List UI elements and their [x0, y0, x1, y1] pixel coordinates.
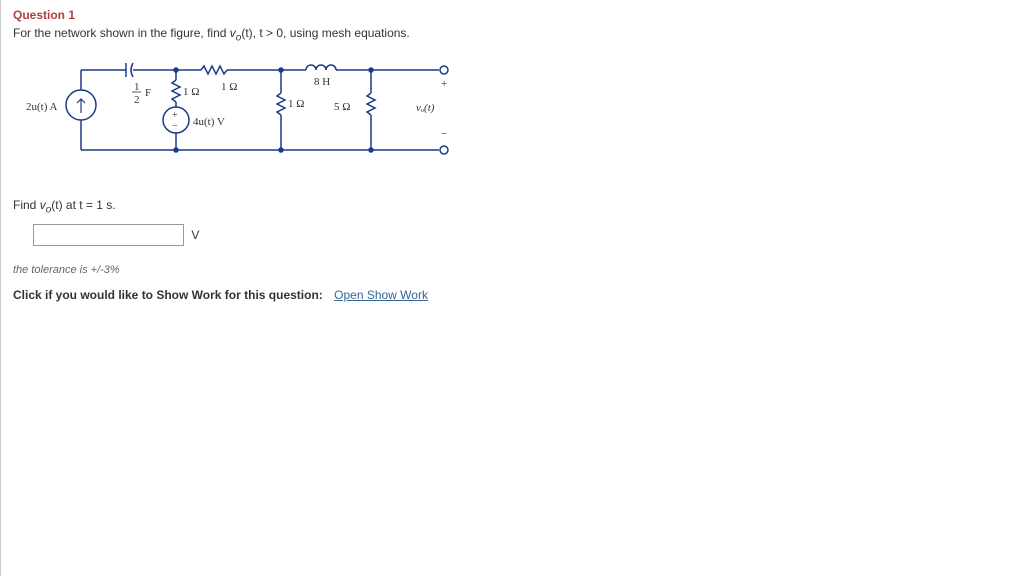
svg-text:1 Ω: 1 Ω — [183, 86, 199, 98]
question-title: Question 1 — [13, 8, 1012, 22]
tolerance-text: the tolerance is +/-3% — [13, 264, 1012, 276]
question-text: For the network shown in the figure, fin… — [13, 26, 1012, 43]
answer-input[interactable] — [33, 224, 184, 246]
svg-text:+: + — [172, 110, 178, 121]
svg-text:F: F — [145, 87, 151, 99]
answer-row: V — [13, 224, 1012, 246]
svg-text:+: + — [441, 78, 447, 90]
svg-text:1 Ω: 1 Ω — [221, 81, 237, 93]
svg-text:−: − — [172, 121, 178, 132]
svg-text:2: 2 — [134, 94, 140, 106]
svg-text:−: − — [441, 128, 447, 140]
svg-text:2u(t) A: 2u(t) A — [26, 101, 58, 113]
svg-text:1 Ω: 1 Ω — [288, 98, 304, 110]
unit-label: V — [191, 228, 199, 242]
circuit-diagram: 2u(t) A 1 2 F 1 Ω + − 4u(t) V 1 Ω — [21, 55, 1012, 178]
svg-text:5 Ω: 5 Ω — [334, 101, 350, 113]
show-work-prompt: Click if you would like to Show Work for… — [13, 288, 323, 302]
find-text: Find vo(t) at t = 1 s. — [13, 198, 1012, 215]
svg-text:8 H: 8 H — [314, 76, 330, 88]
svg-text:4u(t) V: 4u(t) V — [193, 116, 225, 128]
show-work-row: Click if you would like to Show Work for… — [13, 288, 1012, 302]
svg-text:1: 1 — [134, 81, 140, 93]
svg-text:vₒ(t): vₒ(t) — [416, 102, 435, 114]
open-show-work-link[interactable]: Open Show Work — [334, 288, 428, 302]
